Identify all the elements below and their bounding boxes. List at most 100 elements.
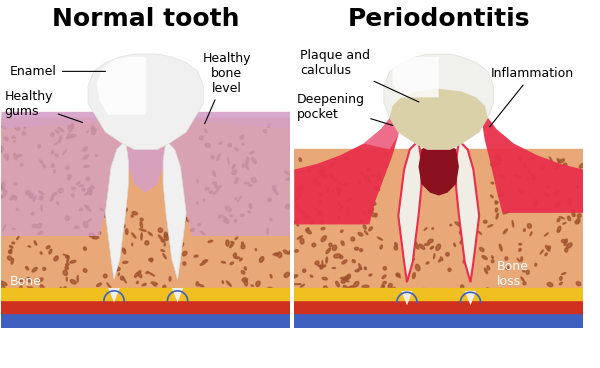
Ellipse shape [550,157,553,163]
Ellipse shape [70,280,76,284]
Ellipse shape [140,218,143,221]
Ellipse shape [463,259,467,264]
Ellipse shape [341,230,343,232]
Ellipse shape [4,154,8,158]
Ellipse shape [338,216,340,220]
Ellipse shape [374,187,380,191]
Ellipse shape [381,286,384,289]
Ellipse shape [1,285,5,292]
Ellipse shape [149,272,154,276]
Ellipse shape [526,270,529,274]
Ellipse shape [270,275,272,278]
Ellipse shape [369,274,372,276]
Ellipse shape [43,268,46,270]
Ellipse shape [122,261,128,263]
Ellipse shape [89,186,93,189]
Ellipse shape [233,253,236,257]
Text: Normal tooth: Normal tooth [52,7,239,31]
Polygon shape [389,89,488,149]
Ellipse shape [188,219,190,222]
Ellipse shape [412,273,415,279]
Ellipse shape [248,185,252,186]
Ellipse shape [68,125,72,131]
Ellipse shape [329,243,332,247]
Ellipse shape [503,212,509,214]
Ellipse shape [226,240,229,246]
Polygon shape [163,141,186,279]
Ellipse shape [334,180,337,181]
Ellipse shape [32,267,37,272]
Ellipse shape [503,229,508,234]
Ellipse shape [179,243,184,248]
Ellipse shape [46,246,50,249]
Ellipse shape [380,245,382,249]
Ellipse shape [249,203,252,208]
Ellipse shape [132,243,133,246]
Ellipse shape [1,187,6,192]
Ellipse shape [284,272,290,277]
Ellipse shape [315,261,319,265]
Ellipse shape [55,130,59,134]
Ellipse shape [496,213,499,219]
Ellipse shape [415,264,420,271]
Ellipse shape [394,246,398,250]
Ellipse shape [362,211,366,215]
Ellipse shape [1,289,5,292]
Ellipse shape [348,286,353,292]
Ellipse shape [63,150,67,155]
Ellipse shape [235,148,238,151]
Ellipse shape [495,201,498,204]
Ellipse shape [479,248,484,251]
Ellipse shape [51,151,54,153]
Ellipse shape [222,281,223,283]
Ellipse shape [58,188,63,193]
Ellipse shape [415,243,419,249]
Ellipse shape [463,220,467,225]
Ellipse shape [230,241,233,243]
Ellipse shape [31,212,34,215]
Ellipse shape [218,215,223,218]
Ellipse shape [545,194,549,197]
Ellipse shape [199,284,204,287]
Polygon shape [419,141,459,195]
Ellipse shape [478,231,482,234]
Text: Bone: Bone [10,275,42,288]
Ellipse shape [541,165,544,169]
Ellipse shape [199,136,203,140]
Ellipse shape [362,285,369,288]
Ellipse shape [2,224,5,231]
Ellipse shape [521,277,524,282]
Ellipse shape [523,282,526,285]
Ellipse shape [426,262,429,264]
Polygon shape [1,112,290,129]
Ellipse shape [332,268,335,269]
Ellipse shape [149,258,153,261]
Ellipse shape [223,216,228,221]
Ellipse shape [337,188,341,192]
Ellipse shape [343,286,347,289]
Ellipse shape [230,262,233,265]
Ellipse shape [163,285,166,288]
Ellipse shape [545,245,550,251]
Ellipse shape [1,281,7,286]
Ellipse shape [367,176,370,183]
Ellipse shape [132,212,137,215]
Ellipse shape [182,251,187,256]
Ellipse shape [65,266,68,270]
Ellipse shape [347,198,351,201]
Ellipse shape [22,132,26,135]
Ellipse shape [131,233,136,238]
Ellipse shape [28,246,31,247]
Ellipse shape [107,283,111,289]
Ellipse shape [131,215,133,217]
Ellipse shape [408,250,412,256]
Ellipse shape [124,249,125,251]
Ellipse shape [577,185,579,188]
Ellipse shape [506,266,509,270]
Ellipse shape [33,196,36,202]
Ellipse shape [8,250,12,254]
Ellipse shape [244,279,248,286]
Ellipse shape [211,156,214,159]
Ellipse shape [88,190,92,194]
Ellipse shape [83,165,90,167]
